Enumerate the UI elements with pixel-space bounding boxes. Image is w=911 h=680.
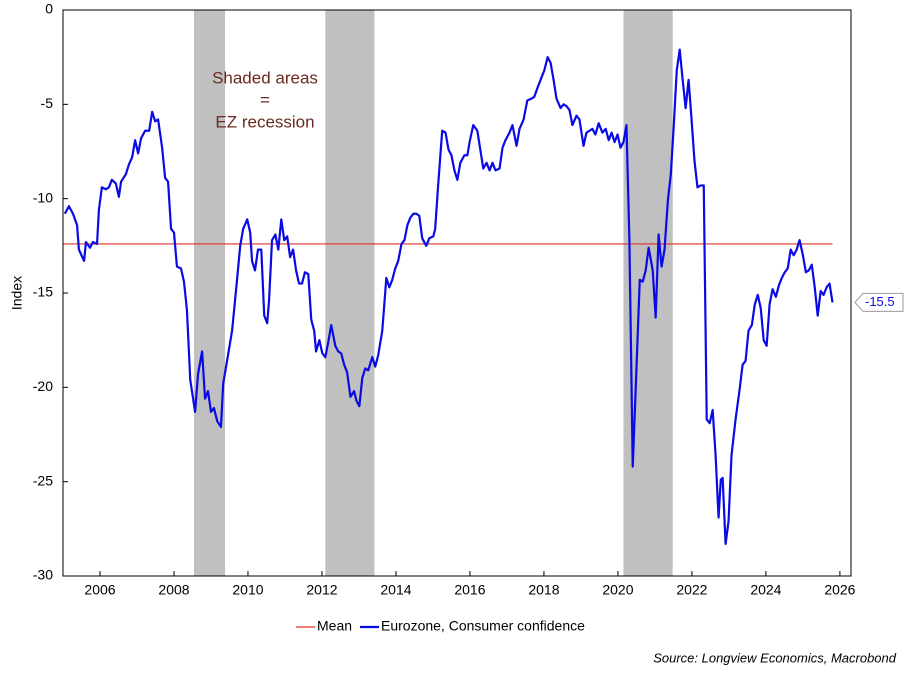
annotation: = [260, 90, 270, 109]
x-tick-label: 2022 [676, 582, 707, 598]
plot-frame [62, 9, 852, 577]
y-tick-label: -10 [33, 189, 53, 205]
y-axis-label: Index [9, 276, 25, 310]
y-tick-label: -20 [33, 378, 53, 394]
x-tick-label: 2012 [306, 582, 337, 598]
x-tick-label: 2026 [824, 582, 855, 598]
y-tick-label: -15 [33, 284, 53, 300]
y-tick-label: 0 [45, 1, 53, 17]
end-label-box [854, 292, 904, 312]
end-label: -15.5 [865, 294, 895, 309]
series-line [63, 48, 834, 546]
x-tick-label: 2024 [750, 582, 781, 598]
y-tick-label: -30 [33, 567, 53, 583]
legend-label: Mean [317, 618, 352, 634]
x-tick-label: 2008 [158, 582, 189, 598]
recession-band [193, 10, 226, 576]
legend-label: Eurozone, Consumer confidence [381, 618, 585, 634]
y-tick-label: -5 [41, 95, 54, 111]
x-tick-label: 2014 [380, 582, 411, 598]
y-tick-label: -25 [33, 472, 53, 488]
recession-band [325, 10, 375, 576]
recession-band [623, 10, 673, 576]
x-tick-label: 2018 [528, 582, 559, 598]
source: Source: Longview Economics, Macrobond [653, 650, 897, 665]
x-tick-label: 2020 [602, 582, 633, 598]
x-tick-label: 2006 [84, 582, 115, 598]
x-tick-label: 2016 [454, 582, 485, 598]
annotation: Shaded areas [212, 68, 318, 87]
x-tick-label: 2010 [232, 582, 263, 598]
annotation: EZ recession [215, 112, 314, 131]
